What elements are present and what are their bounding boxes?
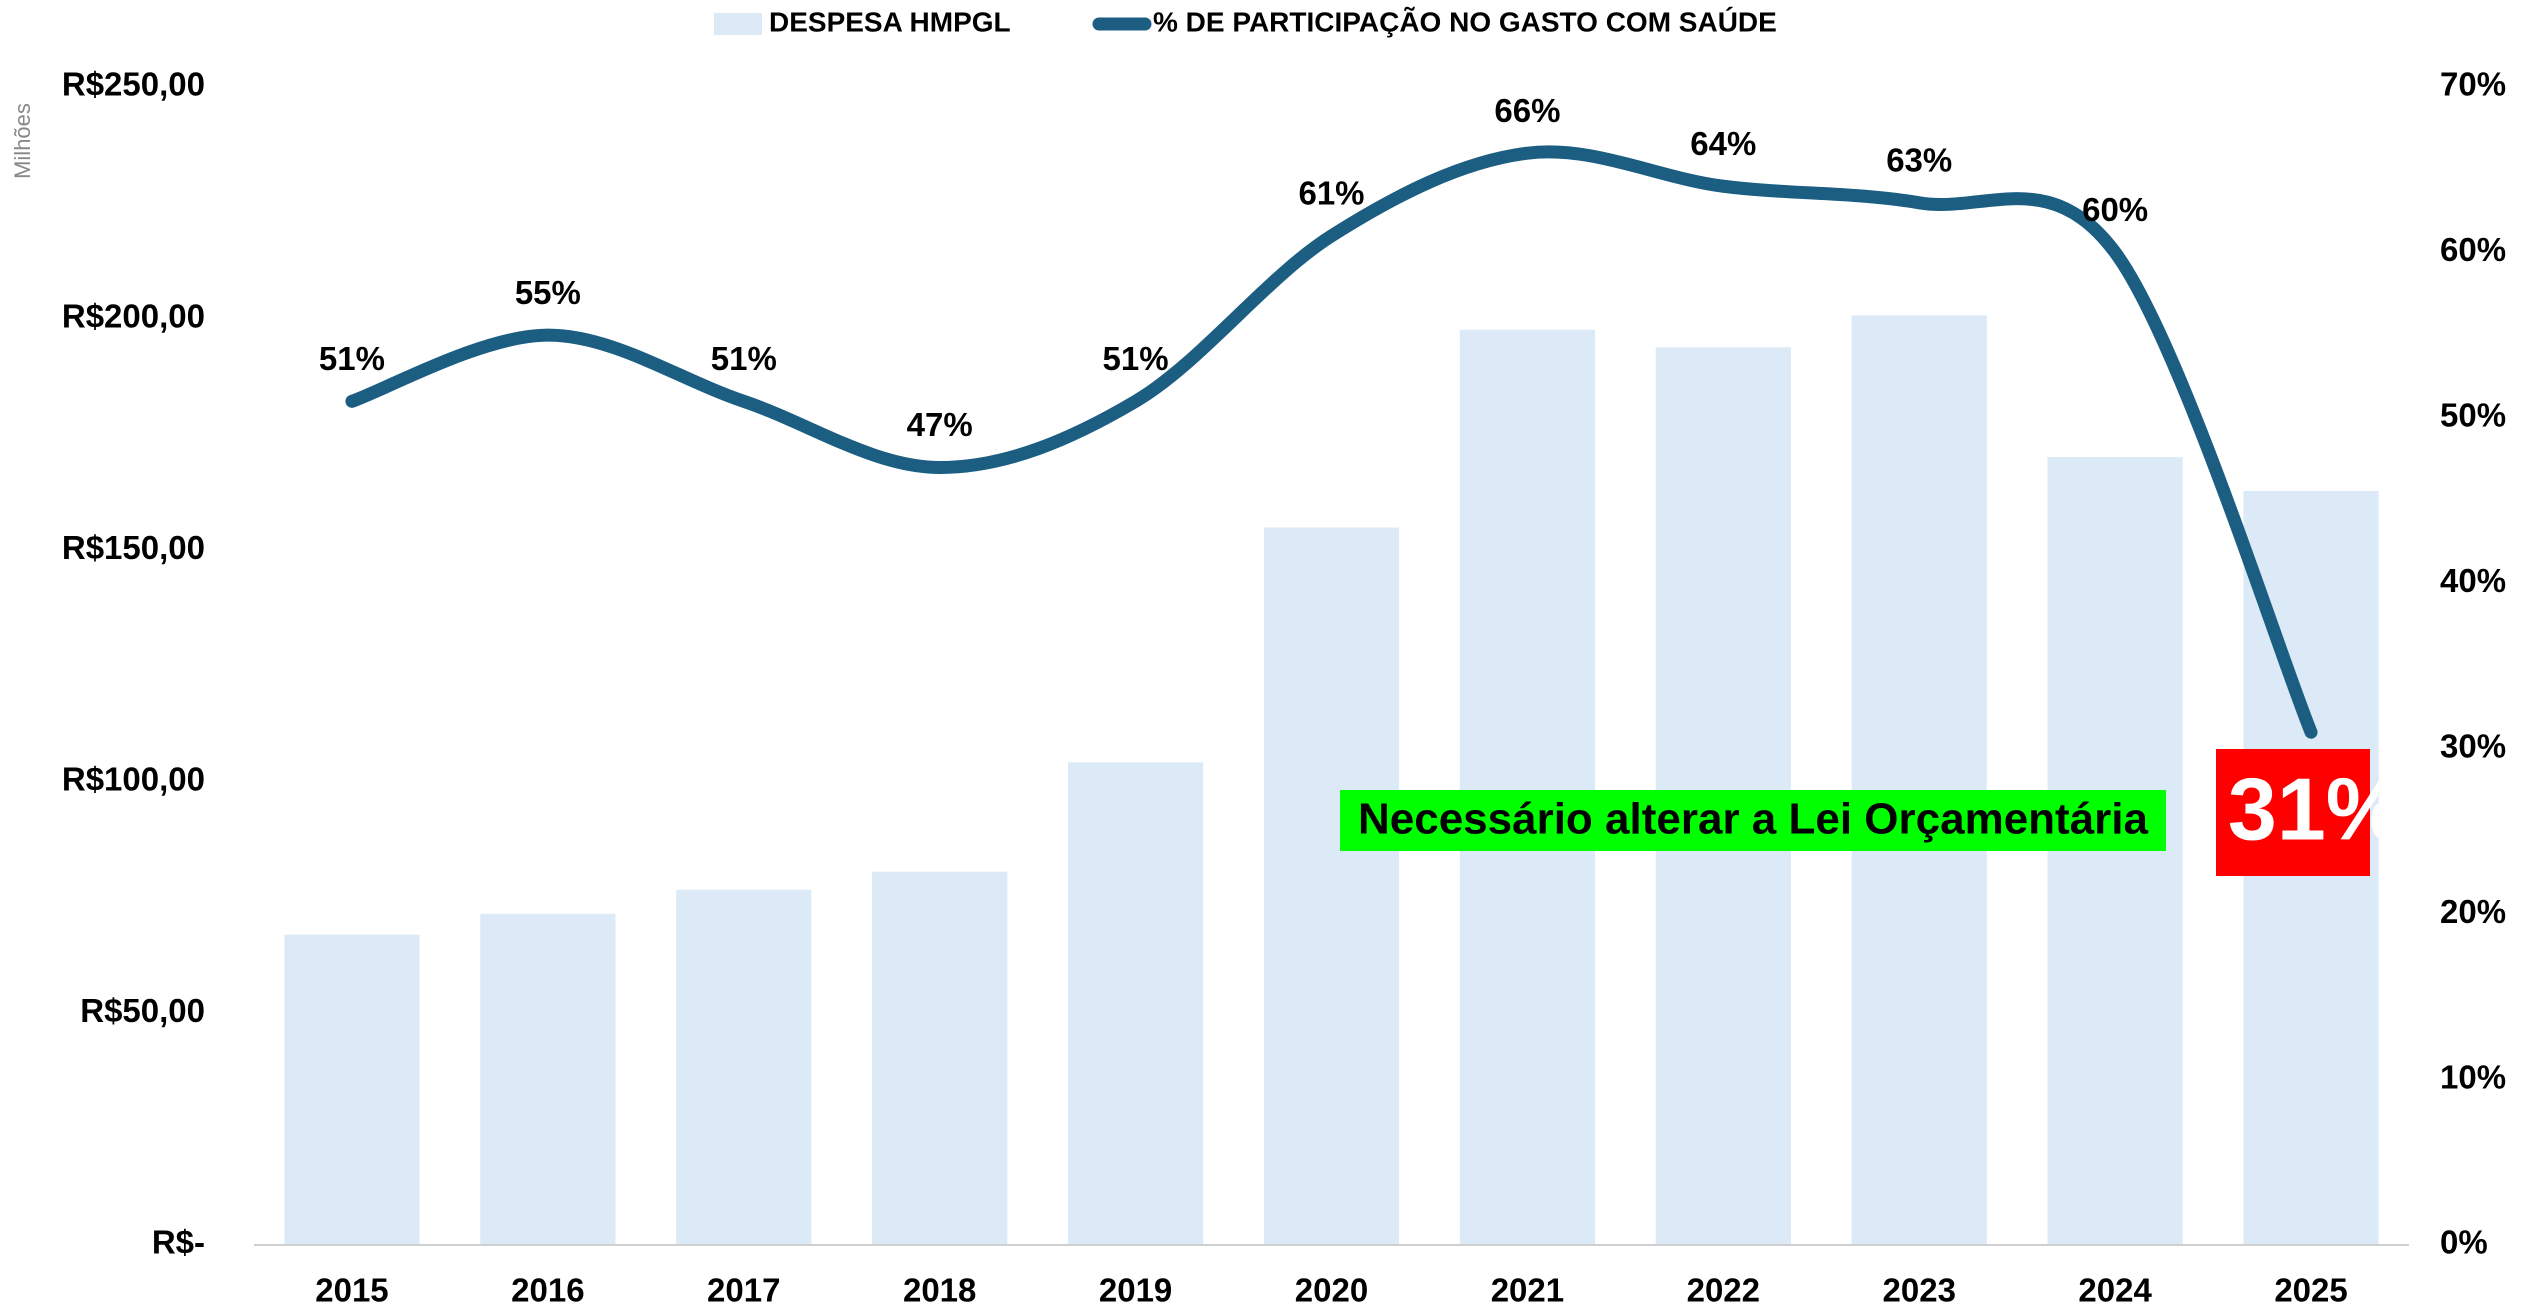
y-tick-label: R$50,00 [80,992,205,1029]
y2-tick-label: 30% [2440,727,2506,764]
data-label: 31% [2228,759,2404,858]
data-label: 47% [907,406,973,443]
y-tick-label: R$250,00 [62,66,205,103]
x-tick-label: 2019 [1099,1272,1172,1309]
x-tick-label: 2018 [903,1272,976,1309]
y2-tick-label: 70% [2440,66,2506,103]
x-tick-label: 2017 [707,1272,780,1309]
y2-tick-label: 60% [2440,231,2506,268]
data-label: 51% [711,340,777,377]
x-tick-label: 2021 [1491,1272,1564,1309]
x-tick-label: 2015 [315,1272,388,1309]
y2-tick-label: 10% [2440,1058,2506,1095]
data-label: 61% [1298,175,1364,212]
data-label: 51% [319,340,385,377]
y-tick-label: R$200,00 [62,297,205,334]
bar [1263,527,1400,1245]
highlight-box [2216,749,2370,876]
data-label: 60% [2082,191,2148,228]
line [345,145,2318,739]
y2-tick-label: 20% [2440,893,2506,930]
y2-tick-label: 50% [2440,397,2506,434]
data-label: 55% [515,274,581,311]
x-tick-label: 2022 [1687,1272,1760,1309]
bar [284,934,420,1245]
bar [1459,329,1595,1245]
x-tick-label: 2016 [511,1272,584,1309]
data-label: 64% [1690,125,1756,162]
data-label: 51% [1103,340,1169,377]
legend-label: DESPESA HMPGL [769,6,1011,37]
legend-label: % DE PARTICIPAÇÃO NO GASTO COM SAÚDE [1153,6,1777,37]
bar [676,889,812,1245]
annotation-box [1340,790,2166,851]
bar [1851,315,1987,1245]
bar [872,871,1008,1245]
y-tick-label: R$- [152,1224,205,1261]
bar [2047,457,2183,1245]
y-tick-label: R$150,00 [62,529,205,566]
y2-tick-label: 0% [2440,1224,2488,1261]
x-tick-label: 2024 [2078,1272,2152,1309]
y-tick-label: R$100,00 [62,761,205,798]
bar [480,913,616,1245]
y2-tick-label: 40% [2440,562,2506,599]
x-tick-label: 2025 [2274,1272,2347,1309]
bar [1068,762,1204,1245]
data-label: 63% [1886,142,1952,179]
y-axis-title: Milhões [10,103,35,179]
data-label: 66% [1494,92,1560,129]
legend-swatch [714,13,762,35]
x-tick-label: 2023 [1883,1272,1956,1309]
annotation: Necessário alterar a Lei Orçamentária [1358,795,2149,844]
x-tick-label: 2020 [1295,1272,1368,1309]
